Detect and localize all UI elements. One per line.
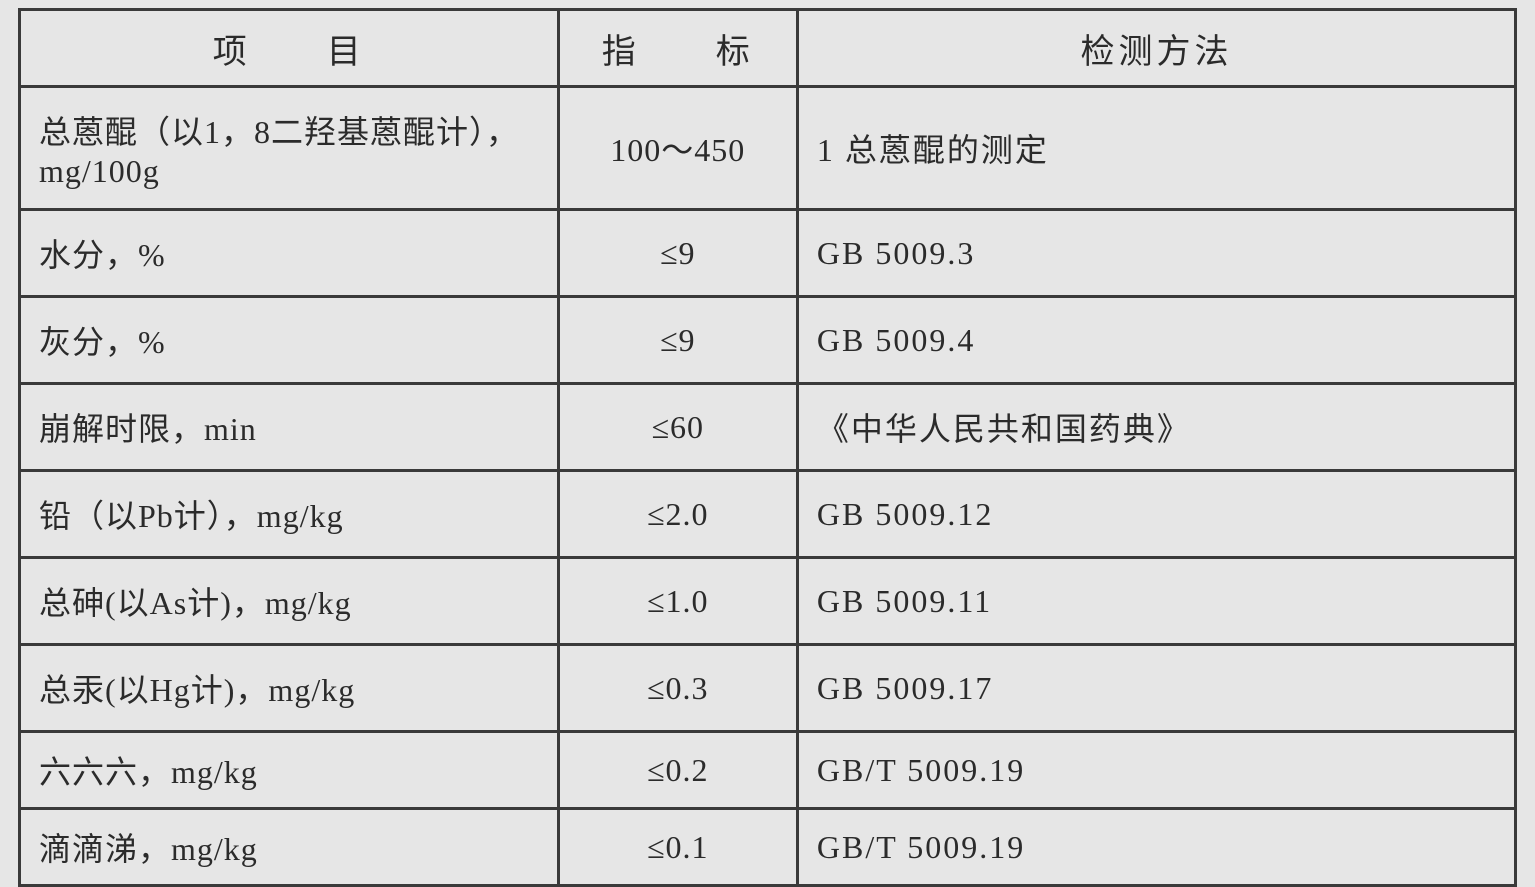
cell-item: 总砷(以As计)，mg/kg: [20, 558, 559, 645]
cell-index: ≤60: [558, 384, 797, 471]
table-row: 灰分，%≤9GB 5009.4: [20, 297, 1516, 384]
table-row: 总砷(以As计)，mg/kg≤1.0GB 5009.11: [20, 558, 1516, 645]
cell-method: GB 5009.4: [797, 297, 1515, 384]
cell-item: 滴滴涕，mg/kg: [20, 809, 559, 886]
col-header-item: 项 目: [20, 10, 559, 87]
cell-index: 100～450: [558, 87, 797, 210]
cell-item: 总蒽醌（以1，8二羟基蒽醌计），mg/100g: [20, 87, 559, 210]
col-header-index: 指 标: [558, 10, 797, 87]
cell-index: ≤0.1: [558, 809, 797, 886]
table-row: 铅（以Pb计），mg/kg≤2.0GB 5009.12: [20, 471, 1516, 558]
cell-method: GB 5009.3: [797, 210, 1515, 297]
cell-item: 铅（以Pb计），mg/kg: [20, 471, 559, 558]
table-row: 滴滴涕，mg/kg≤0.1GB/T 5009.19: [20, 809, 1516, 886]
page: 项 目 指 标 检测方法 总蒽醌（以1，8二羟基蒽醌计），mg/100g100～…: [0, 0, 1535, 787]
table-row: 总蒽醌（以1，8二羟基蒽醌计），mg/100g100～4501 总蒽醌的测定: [20, 87, 1516, 210]
cell-method: 1 总蒽醌的测定: [797, 87, 1515, 210]
cell-index: ≤1.0: [558, 558, 797, 645]
cell-method: GB/T 5009.19: [797, 732, 1515, 809]
cell-method: GB 5009.17: [797, 645, 1515, 732]
cell-item: 六六六，mg/kg: [20, 732, 559, 809]
table-row: 总汞(以Hg计)，mg/kg≤0.3GB 5009.17: [20, 645, 1516, 732]
table-row: 水分，%≤9GB 5009.3: [20, 210, 1516, 297]
cell-item: 灰分，%: [20, 297, 559, 384]
cell-index: ≤2.0: [558, 471, 797, 558]
cell-method: GB/T 5009.19: [797, 809, 1515, 886]
cell-index: ≤9: [558, 297, 797, 384]
cell-item: 水分，%: [20, 210, 559, 297]
table-header-row: 项 目 指 标 检测方法: [20, 10, 1516, 87]
cell-item: 总汞(以Hg计)，mg/kg: [20, 645, 559, 732]
cell-item: 崩解时限，min: [20, 384, 559, 471]
cell-method: GB 5009.12: [797, 471, 1515, 558]
col-header-method: 检测方法: [797, 10, 1515, 87]
cell-index: ≤0.2: [558, 732, 797, 809]
table-row: 崩解时限，min≤60《中华人民共和国药典》: [20, 384, 1516, 471]
cell-method: GB 5009.11: [797, 558, 1515, 645]
table-row: 六六六，mg/kg≤0.2GB/T 5009.19: [20, 732, 1516, 809]
cell-index: ≤9: [558, 210, 797, 297]
spec-table: 项 目 指 标 检测方法 总蒽醌（以1，8二羟基蒽醌计），mg/100g100～…: [18, 8, 1517, 887]
cell-index: ≤0.3: [558, 645, 797, 732]
cell-method: 《中华人民共和国药典》: [797, 384, 1515, 471]
table-body: 总蒽醌（以1，8二羟基蒽醌计），mg/100g100～4501 总蒽醌的测定水分…: [20, 87, 1516, 886]
